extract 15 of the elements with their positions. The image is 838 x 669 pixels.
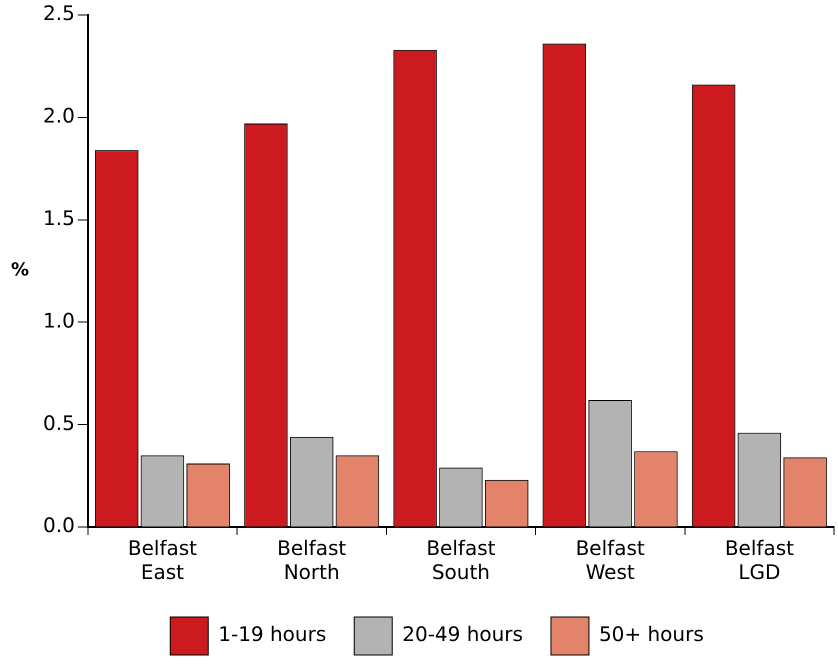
y-tick-label: 2.0	[42, 104, 75, 128]
x-tick-label: Belfast West	[576, 536, 645, 584]
x-tick-label: Belfast North	[277, 536, 346, 584]
y-tick-label: 1.0	[42, 308, 75, 332]
y-axis-title: %	[10, 260, 30, 281]
legend-label: 20-49 hours	[402, 622, 523, 646]
y-tick-label: 2.5	[42, 1, 75, 26]
legend-label: 50+ hours	[598, 622, 704, 646]
x-tick-label: Belfast South	[426, 536, 496, 584]
y-tick-label: 1.5	[42, 206, 75, 230]
x-tick-label: Belfast LGD	[724, 536, 794, 584]
legend-label: 1-19 hours	[218, 622, 326, 646]
y-tick-label: 0.5	[42, 410, 75, 435]
y-tick-label: 0.0	[42, 513, 75, 538]
x-tick-label: Belfast East	[128, 536, 198, 584]
